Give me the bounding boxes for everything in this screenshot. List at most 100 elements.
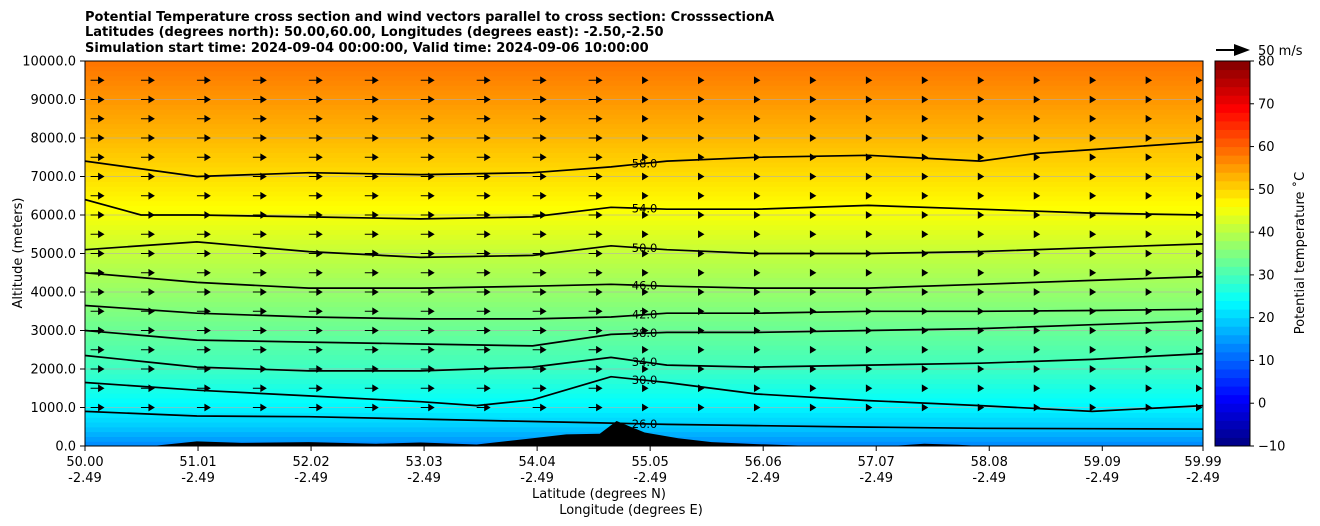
wind-vector (140, 172, 155, 181)
wind-vector (865, 268, 873, 277)
wind-vector (476, 268, 491, 277)
colorbar-bands (1215, 61, 1250, 447)
wind-vector (532, 307, 547, 316)
colorbar-band (1215, 317, 1250, 327)
wind-vector (1089, 230, 1097, 239)
wind-vector (1089, 268, 1097, 277)
wind-vector (252, 403, 267, 412)
wind-vector (140, 365, 155, 373)
wind-vector (420, 153, 435, 162)
wind-vector (588, 307, 603, 316)
wind-vector (252, 153, 267, 162)
x-axis-label-longitude: Longitude (degrees E) (559, 503, 703, 518)
wind-vector (1033, 230, 1041, 239)
wind-vector (753, 191, 761, 200)
wind-vector (921, 134, 929, 142)
wind-vector (588, 384, 603, 393)
x-tick-label-latitude: 55.05 (632, 455, 669, 470)
wind-vector (642, 307, 649, 316)
wind-vector (532, 95, 547, 104)
wind-vector (140, 249, 155, 258)
wind-vector (364, 326, 379, 335)
wind-vector (642, 403, 649, 412)
wind-vector (532, 365, 547, 373)
wind-vector (809, 95, 817, 104)
wind-vector (588, 268, 603, 277)
x-tick-label-longitude: -2.49 (746, 471, 780, 486)
wind-vector (921, 288, 929, 296)
heatmap-band (85, 243, 1203, 250)
wind-vector (90, 134, 105, 142)
wind-vector (753, 288, 761, 296)
wind-vector (308, 384, 323, 393)
wind-vector (1089, 249, 1097, 258)
wind-vector (865, 345, 873, 354)
wind-vector (196, 307, 211, 316)
wind-vector (1196, 153, 1203, 162)
wind-vector (753, 114, 761, 123)
wind-vector (753, 249, 761, 258)
x-tick-label-latitude: 59.99 (1184, 455, 1221, 470)
colorbar-band (1215, 343, 1250, 353)
wind-vector (140, 134, 155, 142)
wind-vector (698, 288, 705, 296)
wind-vector (196, 288, 211, 296)
colorbar-band (1215, 120, 1250, 130)
wind-vector (1196, 384, 1203, 393)
colorbar-band (1215, 334, 1250, 344)
wind-vector (865, 384, 873, 393)
quiver-key-label: 50 m/s (1258, 44, 1303, 59)
wind-vector (698, 230, 705, 239)
wind-vector (865, 172, 873, 181)
wind-vector (532, 384, 547, 393)
wind-vector (588, 95, 603, 104)
colorbar: −10 0 10 20 30 40 50 60 70 80 Potential temperatu… (1214, 55, 1308, 455)
wind-vector (809, 326, 817, 335)
colorbar-band (1215, 300, 1250, 310)
y-tick-label: 9000.0 (31, 93, 77, 108)
contour-lines (85, 140, 1203, 430)
colorbar-band (1215, 61, 1250, 71)
wind-vector (977, 76, 985, 85)
wind-vector (865, 191, 873, 200)
wind-vector (753, 326, 761, 335)
x-tick-label-latitude: 54.04 (519, 455, 556, 470)
wind-vector (642, 191, 649, 200)
contour-line (85, 198, 1203, 220)
wind-vector (698, 153, 705, 162)
wind-vector (809, 268, 817, 277)
colorbar-band (1215, 257, 1250, 267)
wind-vector (90, 384, 105, 393)
wind-vector (1145, 134, 1153, 142)
wind-vector (140, 211, 155, 219)
heatmap-band (85, 335, 1203, 341)
x-tick-label-longitude: -2.49 (68, 471, 102, 486)
wind-vector (642, 326, 649, 335)
plot-area (85, 61, 1203, 446)
wind-vector (588, 365, 603, 373)
wind-vector (308, 403, 323, 412)
wind-vector (308, 76, 323, 85)
wind-vector (809, 307, 817, 316)
wind-vector (698, 384, 705, 393)
wind-vector (698, 307, 705, 316)
wind-vector (865, 230, 873, 239)
wind-vector (532, 191, 547, 200)
wind-vector (1196, 365, 1203, 373)
wind-vector (420, 134, 435, 142)
wind-vector (921, 326, 929, 335)
wind-vector (977, 288, 985, 296)
wind-vector (532, 268, 547, 277)
wind-vector (809, 249, 817, 258)
wind-vector (1089, 384, 1097, 393)
colorbar-band (1215, 420, 1250, 430)
wind-vector (753, 403, 761, 412)
y-tick-label: 6000.0 (31, 209, 77, 224)
colorbar-band (1215, 274, 1250, 284)
wind-vector (698, 326, 705, 335)
colorbar-band (1215, 163, 1250, 173)
wind-vector (1145, 211, 1153, 219)
wind-vector (1196, 134, 1203, 142)
colorbar-tick-label: −10 (1258, 440, 1285, 455)
wind-vector (252, 345, 267, 354)
